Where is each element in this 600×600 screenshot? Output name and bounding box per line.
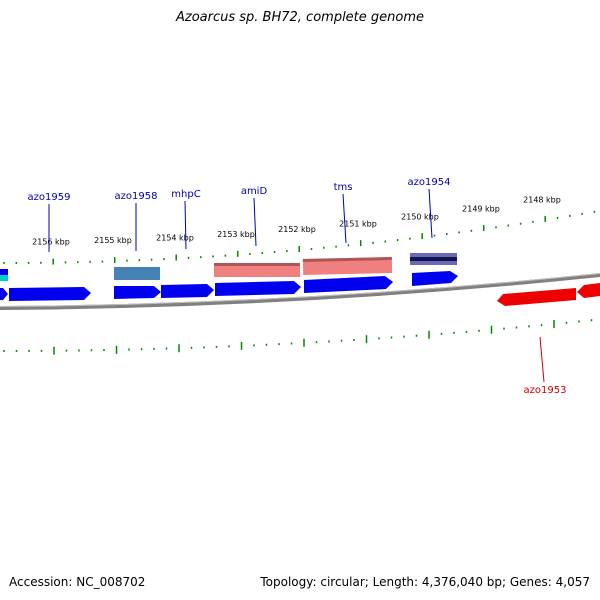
genome-summary: Topology: circular; Length: 4,376,040 bp… <box>260 575 590 589</box>
gene-labels: azo1959 azo1958 mhpC amiD tms azo1954 az… <box>28 177 567 396</box>
scale-label: 2148 kbp <box>523 195 561 204</box>
accession-label: Accession: NC_008702 <box>9 575 146 589</box>
gene-arrow[interactable] <box>161 284 214 298</box>
gene-arrow[interactable] <box>215 281 301 296</box>
scale-label: 2153 kbp <box>217 230 255 239</box>
gene-label[interactable]: azo1953 <box>524 385 567 396</box>
scale-labels: 2156 kbp 2155 kbp 2154 kbp 2153 kbp 2152 kbp… <box>32 195 561 246</box>
feature-box[interactable] <box>410 257 457 261</box>
gene-arrow[interactable] <box>304 276 393 293</box>
feature-row <box>0 253 457 281</box>
scale-label: 2149 kbp <box>462 204 500 213</box>
scale-label: 2154 kbp <box>156 234 194 243</box>
map-title: Azoarcus sp. BH72, complete genome <box>175 10 425 25</box>
gene-arrow[interactable] <box>412 271 458 286</box>
gene-arrow[interactable] <box>497 288 576 306</box>
feature-box[interactable] <box>0 269 8 275</box>
reverse-genes <box>497 283 600 306</box>
feature-box[interactable] <box>302 257 392 263</box>
forward-genes <box>0 271 458 301</box>
genome-backbone <box>0 273 600 310</box>
gene-label[interactable]: azo1954 <box>408 177 451 188</box>
gene-arrow[interactable] <box>577 283 600 298</box>
scale-label: 2151 kbp <box>339 219 377 228</box>
gene-arrow[interactable] <box>9 287 91 301</box>
gene-label[interactable]: amiD <box>241 186 268 197</box>
feature-box[interactable] <box>214 263 300 277</box>
inner-scale-ticks <box>3 319 593 355</box>
genome-backbone-highlight <box>0 273 600 307</box>
scale-label: 2156 kbp <box>32 238 70 247</box>
label-leaders <box>48 188 545 383</box>
gene-arrow[interactable] <box>114 286 161 299</box>
feature-box[interactable] <box>214 263 300 266</box>
scale-label: 2155 kbp <box>94 236 132 245</box>
gene-label[interactable]: tms <box>334 182 353 193</box>
scale-label: 2150 kbp <box>401 212 439 221</box>
gene-label[interactable]: azo1958 <box>115 191 158 202</box>
outer-scale-ticks <box>3 210 596 265</box>
scale-label: 2152 kbp <box>278 225 316 234</box>
gene-label[interactable]: azo1959 <box>28 192 71 203</box>
feature-box[interactable] <box>0 275 8 281</box>
gene-arrow[interactable] <box>0 288 8 300</box>
gene-label[interactable]: mhpC <box>171 189 200 200</box>
feature-box[interactable] <box>114 267 160 280</box>
